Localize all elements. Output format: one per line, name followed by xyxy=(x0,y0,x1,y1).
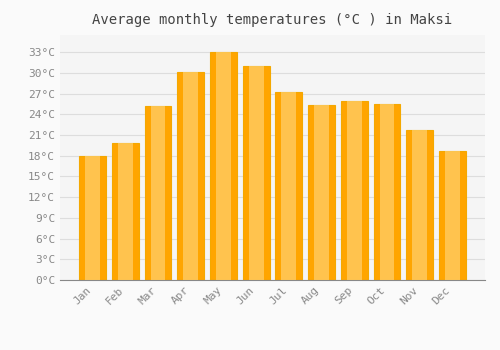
Bar xyxy=(118,144,133,280)
Bar xyxy=(374,104,400,280)
Bar xyxy=(249,66,264,280)
Bar xyxy=(276,92,302,280)
Bar xyxy=(282,92,296,280)
Bar xyxy=(150,106,166,280)
Bar xyxy=(406,130,433,280)
Bar xyxy=(80,156,106,280)
Bar xyxy=(380,104,394,280)
Bar xyxy=(412,130,427,280)
Bar xyxy=(210,52,237,280)
Bar xyxy=(341,100,367,280)
Bar xyxy=(314,105,329,280)
Bar xyxy=(144,106,172,280)
Bar xyxy=(439,151,466,280)
Bar xyxy=(184,72,198,280)
Bar xyxy=(86,156,100,280)
Bar xyxy=(216,52,231,280)
Bar xyxy=(308,105,335,280)
Bar xyxy=(445,151,460,280)
Bar xyxy=(347,100,362,280)
Title: Average monthly temperatures (°C ) in Maksi: Average monthly temperatures (°C ) in Ma… xyxy=(92,13,452,27)
Bar xyxy=(243,66,270,280)
Bar xyxy=(112,144,139,280)
Bar xyxy=(178,72,204,280)
